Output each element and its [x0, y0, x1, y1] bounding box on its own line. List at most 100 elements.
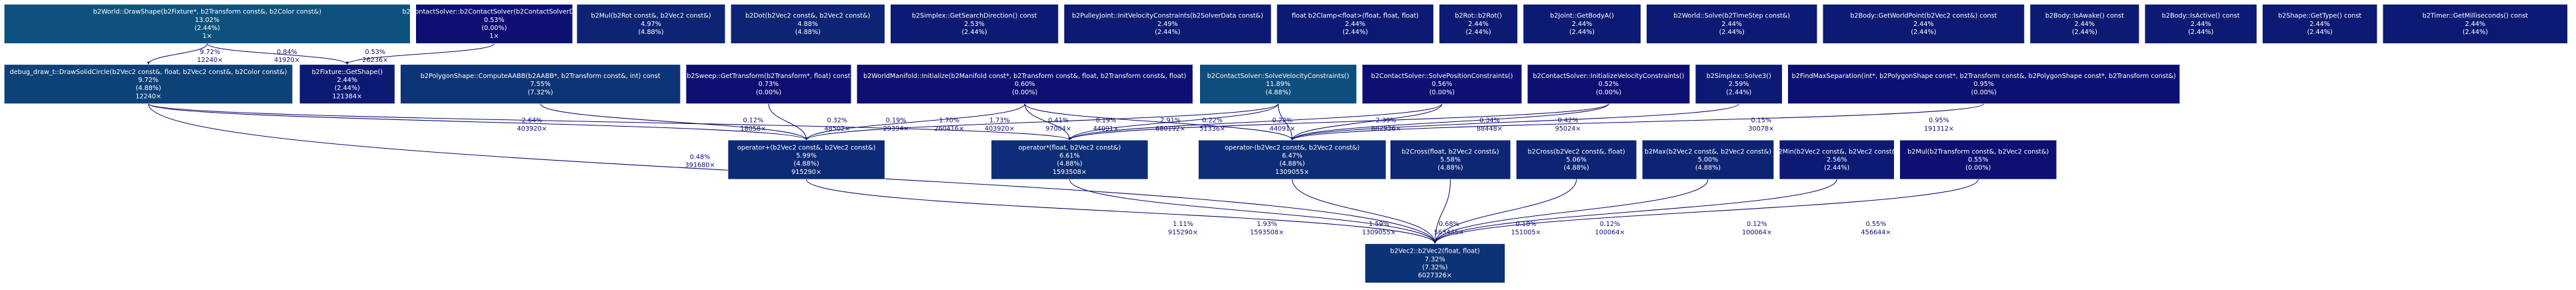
- node-box: [1439, 4, 1518, 44]
- node-name: b2WorldManifold::Initialize(b2Manifold c…: [863, 73, 1186, 80]
- edge: [1068, 103, 1279, 141]
- edge-percent: 0.19%: [1096, 117, 1117, 125]
- node-box: [1787, 64, 2181, 104]
- node-self: (2.44%): [195, 25, 220, 32]
- node-total: 2.44%: [337, 77, 357, 84]
- edge: [1433, 179, 1979, 244]
- node-name: b2Max(b2Vec2 const&, b2Vec2 const&): [1645, 148, 1771, 155]
- node-name: b2ContactSolver::SolveVelocityConstraint…: [1207, 73, 1349, 80]
- node-box: [1646, 4, 1818, 44]
- node-box: [1063, 4, 1272, 44]
- edge-percent: 1.70%: [939, 117, 959, 125]
- nodes: b2World::DrawShape(b2Fixture*, b2Transfo…: [3, 4, 2568, 283]
- node-name: b2Simplex::GetSearchDirection() const: [912, 13, 1037, 20]
- node-box: [2029, 4, 2140, 44]
- node-self: (0.00%): [481, 25, 507, 32]
- edge-calls: 88448×: [1477, 125, 1503, 133]
- node-name: b2Body::IsActive() const: [2162, 13, 2240, 20]
- node-calls: 12240×: [135, 93, 161, 100]
- edge-calls: 563445×: [1434, 229, 1464, 236]
- node-name: b2Vec2::b2Vec2(float, float): [1390, 248, 1479, 255]
- node-name: b2Mul(b2Transform const&, b2Vec2 const&): [1907, 148, 2049, 155]
- edge-calls: 97004×: [1045, 125, 1071, 133]
- node-box: [730, 4, 885, 44]
- node-box: [1361, 64, 1523, 104]
- node-total: 5.00%: [1698, 157, 1719, 164]
- node-total: 0.56%: [1432, 81, 1453, 88]
- node-self: (2.44%): [2072, 29, 2097, 36]
- node-box: [1779, 139, 1895, 180]
- node-box: [1527, 64, 1691, 104]
- node-calls: 1593508×: [1053, 169, 1087, 176]
- edge-percent: 0.18%: [1516, 221, 1537, 228]
- node-box: [685, 64, 852, 104]
- edge-percent: 9.72%: [200, 49, 221, 56]
- edge: [1291, 103, 1609, 141]
- edge-percent: 0.22%: [1202, 117, 1223, 125]
- edge-percent: 2.91%: [1160, 117, 1181, 125]
- edge: [1068, 103, 1443, 141]
- node-total: 0.52%: [1599, 81, 1619, 88]
- node-total: 13.02%: [195, 17, 219, 24]
- node-self: (4.88%): [1564, 165, 1589, 172]
- node-calls: 1×: [489, 33, 499, 40]
- node-name: b2Timer::GetMilliseconds() const: [2423, 13, 2529, 20]
- edge-percent: 0.19%: [886, 117, 907, 125]
- node-total: 6.61%: [1059, 152, 1080, 159]
- node-box: [991, 139, 1149, 180]
- edge: [148, 103, 808, 141]
- edge-percent: 0.68%: [1439, 221, 1459, 228]
- edge: [1433, 179, 1451, 244]
- node-box: [2382, 4, 2568, 44]
- node-name: operator*(float, b2Vec2 const&): [1019, 144, 1121, 151]
- edge: [768, 103, 808, 141]
- node-name: b2ContactSolver::b2ContactSolver(b2Conta…: [403, 9, 587, 16]
- node-box: [1899, 139, 2057, 180]
- node-total: 2.44%: [1721, 21, 1742, 28]
- node-box: [856, 64, 1193, 104]
- edge-percent: 0.12%: [1747, 221, 1767, 228]
- node-name: b2Simplex::Solve3(): [1707, 73, 1771, 80]
- node-total: 2.44%: [1913, 21, 1934, 28]
- edge: [148, 103, 1071, 141]
- node-total: 0.55%: [1968, 157, 1989, 164]
- node-box: [3, 64, 293, 104]
- node-self: (2.44%): [1911, 29, 1936, 36]
- edge-calls: 26236×: [362, 57, 388, 64]
- edge-percent: 0.15%: [1751, 117, 1771, 125]
- node-self: (2.44%): [1824, 165, 1849, 172]
- edge-percent: 0.55%: [1866, 221, 1887, 228]
- node-name: b2ContactSolver::SolvePositionConstraint…: [1371, 73, 1513, 80]
- edge: [806, 179, 1437, 244]
- edge-percent: 0.41%: [1048, 117, 1069, 125]
- node-self: (2.44%): [2307, 29, 2333, 36]
- edge-calls: 18058×: [740, 125, 766, 133]
- edge-calls: 12240×: [197, 57, 223, 64]
- edge-calls: 151005×: [1511, 229, 1541, 236]
- edge-percent: 2.64%: [522, 117, 543, 125]
- node-self: (0.00%): [1596, 89, 1621, 96]
- node-total: 2.44%: [2309, 21, 2330, 28]
- node-name: b2PulleyJoint::InitVelocityConstraints(b…: [1072, 13, 1263, 20]
- node-total: 7.55%: [530, 81, 551, 88]
- node-total: 0.53%: [484, 17, 505, 24]
- node-box: [1365, 243, 1505, 283]
- node-box: [1523, 4, 1641, 44]
- node-total: 5.58%: [1440, 157, 1461, 164]
- edge-calls: 51336×: [1199, 125, 1225, 133]
- node-name: b2Dot(b2Vec2 const&, b2Vec2 const&): [745, 13, 870, 20]
- node-total: 2.44%: [2191, 21, 2211, 28]
- node-self: (4.88%): [1265, 89, 1291, 96]
- node-self: (4.88%): [1438, 165, 1463, 172]
- node-name: b2Rot::b2Rot(): [1455, 13, 1501, 20]
- node-name: b2Body::GetWorldPoint(b2Vec2 const&) con…: [1850, 13, 1997, 20]
- node-name: b2Fixture::GetShape(): [312, 69, 383, 76]
- node-name: b2World::DrawShape(b2Fixture*, b2Transfo…: [93, 9, 321, 16]
- node-name: debug_draw_t::DrawSolidCircle(b2Vec2 con…: [10, 69, 287, 76]
- node-name: b2ContactSolver::InitializeVelocityConst…: [1533, 73, 1684, 80]
- node-self: (0.00%): [1965, 165, 1991, 172]
- edge: [1291, 103, 1739, 141]
- node-total: 6.47%: [1282, 152, 1303, 159]
- node-box: [1822, 4, 2025, 44]
